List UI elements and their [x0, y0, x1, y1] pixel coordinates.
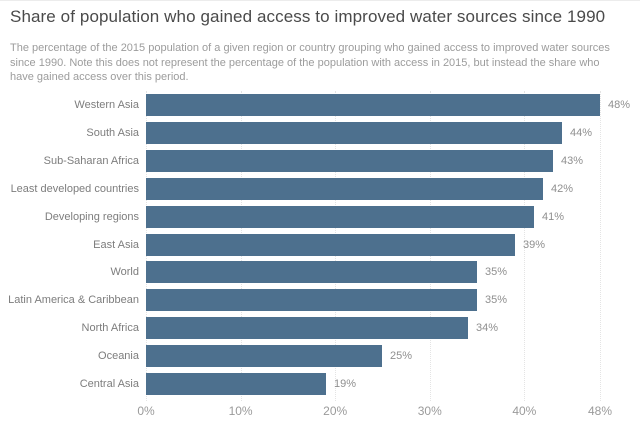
x-axis-tick-label: 30%: [417, 404, 442, 418]
bar-chart: Western Asia 48% South Asia 44% Sub-Saharan …: [0, 89, 640, 421]
chart-title: Share of population who gained access to…: [10, 7, 606, 26]
x-axis-tick-label: 20%: [323, 404, 348, 418]
bar: [146, 94, 600, 116]
x-axis-tick-label: 10%: [228, 404, 253, 418]
category-label: South Asia: [86, 127, 139, 139]
value-label: 48%: [608, 99, 631, 111]
bar: [146, 289, 477, 311]
bar-row: World 35%: [0, 261, 640, 283]
category-label: Western Asia: [74, 99, 139, 111]
value-label: 43%: [561, 155, 584, 167]
bar: [146, 122, 562, 144]
bar: [146, 234, 515, 256]
value-label: 34%: [476, 322, 499, 334]
category-label: Least developed countries: [10, 183, 139, 195]
category-label: Developing regions: [44, 211, 139, 223]
category-label: Sub-Saharan Africa: [43, 155, 139, 167]
bar: [146, 150, 553, 172]
bar-row: Latin America & Caribbean 35%: [0, 289, 640, 311]
value-label: 19%: [334, 378, 357, 390]
chart-subtitle: The percentage of the 2015 population of…: [10, 42, 610, 84]
bar: [146, 373, 326, 395]
category-label: Latin America & Caribbean: [8, 294, 139, 306]
category-label: East Asia: [93, 239, 139, 251]
category-label: World: [110, 266, 139, 278]
bar: [146, 206, 534, 228]
value-label: 25%: [390, 350, 413, 362]
category-label: Oceania: [98, 350, 139, 362]
value-label: 39%: [523, 239, 546, 251]
bar-row: Developing regions 41%: [0, 206, 640, 228]
category-label: Central Asia: [79, 378, 139, 390]
bar-row: South Asia 44%: [0, 122, 640, 144]
bar-row: Oceania 25%: [0, 345, 640, 367]
x-axis-tick-label: 48%: [587, 404, 613, 418]
bar-row: North Africa 34%: [0, 317, 640, 339]
gridline-48: [600, 91, 601, 401]
bar-row: Central Asia 19%: [0, 373, 640, 395]
gridline-40: [524, 91, 526, 401]
bar-row: Least developed countries 42%: [0, 178, 640, 200]
bar-row: East Asia 39%: [0, 234, 640, 256]
value-label: 35%: [485, 294, 508, 306]
x-axis-tick-label: 0%: [137, 404, 155, 418]
bar: [146, 317, 468, 339]
value-label: 44%: [570, 127, 593, 139]
bar-row: Western Asia 48%: [0, 94, 640, 116]
value-label: 41%: [542, 211, 565, 223]
x-axis-tick-label: 40%: [512, 404, 537, 418]
bar-row: Sub-Saharan Africa 43%: [0, 150, 640, 172]
bar: [146, 178, 543, 200]
category-label: North Africa: [81, 322, 139, 334]
value-label: 35%: [485, 266, 508, 278]
value-label: 42%: [551, 183, 574, 195]
bar: [146, 345, 382, 367]
bar: [146, 261, 477, 283]
